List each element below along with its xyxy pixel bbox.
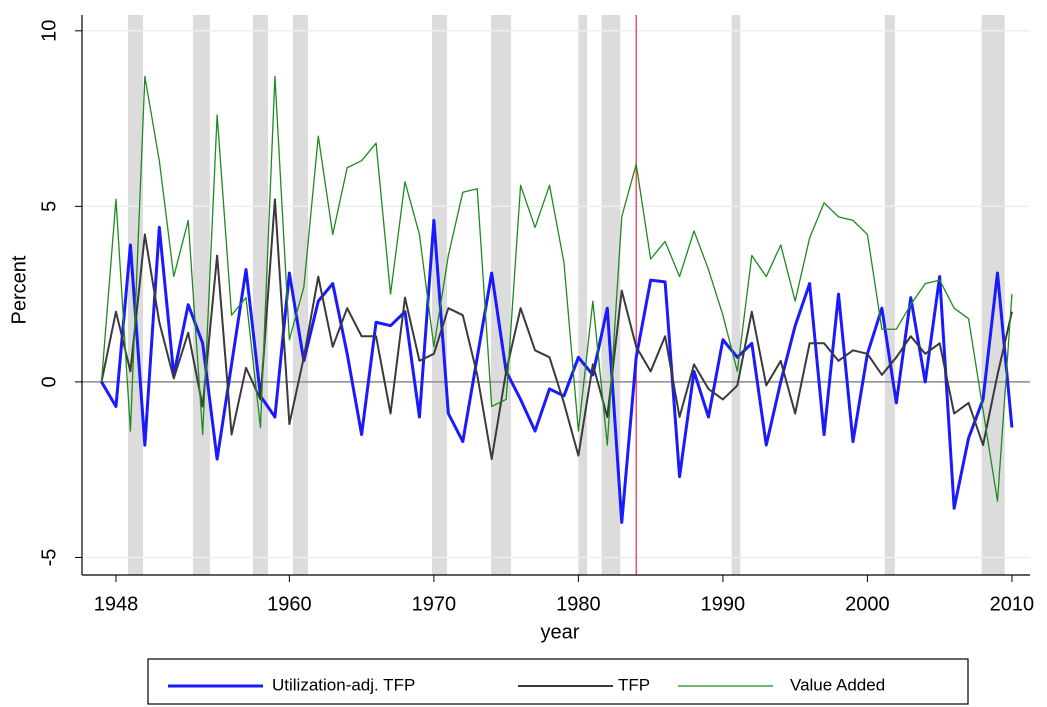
shaded-period	[731, 15, 741, 575]
x-tick-label: 1980	[556, 593, 601, 615]
shaded-period	[252, 15, 268, 575]
legend: Utilization-adj. TFP TFP Value Added	[147, 658, 969, 705]
x-axis-title: year	[541, 621, 580, 643]
shaded-period	[884, 15, 895, 575]
x-tick-label: 1960	[267, 593, 312, 615]
shaded-period	[578, 15, 588, 575]
shaded-period	[981, 15, 1005, 575]
y-tick-label: 10	[38, 20, 60, 42]
y-tick-label: 0	[38, 376, 60, 387]
series-line	[100, 218, 1014, 524]
y-axis-title: Percent	[8, 255, 30, 324]
legend-label: Value Added	[790, 675, 885, 694]
x-tick-label: 1970	[412, 593, 457, 615]
shaded-period	[601, 15, 621, 575]
shaded-period	[192, 15, 210, 575]
series-line	[100, 75, 1013, 502]
x-tick-label: 1948	[94, 593, 139, 615]
x-tick-label: 2010	[990, 593, 1035, 615]
legend-box	[147, 658, 969, 705]
x-tick-label: 2000	[845, 593, 890, 615]
legend-label: Utilization-adj. TFP	[272, 675, 415, 694]
y-tick-label: -5	[38, 549, 60, 567]
series-line	[100, 198, 1013, 461]
shaded-period	[292, 15, 309, 575]
legend-label: TFP	[618, 675, 650, 694]
x-tick-label: 1990	[701, 593, 746, 615]
y-tick-label: 5	[38, 201, 60, 212]
